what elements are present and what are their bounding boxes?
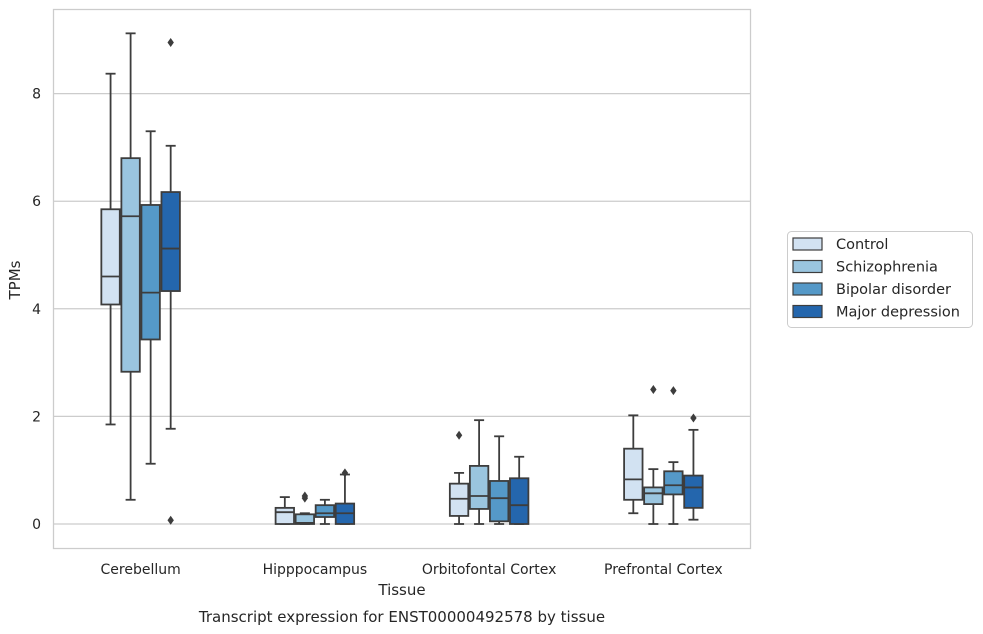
legend-swatch <box>792 282 823 296</box>
legend: Control Schizophrenia Bipolar disorder Majo… <box>787 231 973 328</box>
box-1-1 <box>100 72 121 426</box>
iqr-box <box>683 474 704 509</box>
box-4-2 <box>334 468 356 525</box>
legend-swatch <box>792 237 823 251</box>
y-tick-label: 6 <box>32 194 41 210</box>
iqr-box <box>643 486 664 505</box>
outlier-point <box>341 468 349 478</box>
legend-label: Major depression <box>836 305 960 321</box>
y-tick-label: 8 <box>32 87 41 103</box>
x-axis-label: Tissue <box>377 581 425 599</box>
iqr-box <box>623 447 644 501</box>
iqr-box <box>489 480 510 523</box>
outlier-point <box>670 386 677 396</box>
x-tick-label: Hipppocampus <box>263 562 368 578</box>
outlier-point <box>167 37 174 47</box>
x-tick-label: Prefrontal Cortex <box>604 562 723 578</box>
box-2-2 <box>294 491 315 525</box>
x-tick-labels: Cerebellum Hipppocampus Orbitofontal Corte… <box>101 562 723 578</box>
box-2-1 <box>120 32 141 501</box>
outlier-point <box>650 385 657 394</box>
iqr-box <box>468 464 490 510</box>
iqr-box <box>663 470 684 496</box>
iqr-box <box>120 157 141 373</box>
box-2-3 <box>468 419 490 525</box>
x-tick-label: Orbitofontal Cortex <box>422 562 557 578</box>
box-3-1 <box>140 130 161 465</box>
box-3-3 <box>489 435 510 525</box>
legend-swatch <box>792 304 823 319</box>
iqr-box <box>314 504 336 518</box>
legend-label: Control <box>836 237 888 253</box>
y-tick-label: 2 <box>32 409 41 425</box>
box-4-3 <box>509 455 530 525</box>
legend-label: Schizophrenia <box>836 260 938 276</box>
outlier-point <box>167 515 174 525</box>
box-3-4 <box>663 386 684 525</box>
box-1-2 <box>274 496 295 525</box>
box-4-4 <box>683 413 704 521</box>
iqr-box <box>160 191 181 292</box>
legend-label: Bipolar disorder <box>836 282 951 298</box>
iqr-box <box>140 204 161 341</box>
box-layer <box>100 32 704 525</box>
iqr-box <box>100 208 121 306</box>
y-axis-label: TPMs <box>6 260 24 300</box>
box-3-2 <box>314 498 336 525</box>
iqr-box <box>274 506 295 525</box>
iqr-box <box>509 477 530 525</box>
outlier-point <box>690 413 697 423</box>
iqr-box <box>294 513 315 525</box>
chart-caption: Transcript expression for ENST0000049257… <box>198 608 605 626</box>
y-tick-label: 0 <box>32 517 41 533</box>
iqr-box <box>448 482 470 517</box>
legend-swatch <box>792 259 823 274</box>
y-tick-label: 4 <box>32 302 41 318</box>
outlier-point <box>301 491 309 501</box>
box-2-4 <box>643 385 664 525</box>
box-1-3 <box>448 430 470 525</box>
x-tick-label: Cerebellum <box>101 562 181 578</box>
legend-entries: Control Schizophrenia Bipolar disorder Majo… <box>792 237 960 321</box>
y-tick-labels: 0 2 4 6 8 <box>32 87 41 533</box>
box-4-1 <box>160 37 181 525</box>
plot-frame <box>52 8 752 550</box>
box-1-4 <box>623 414 644 515</box>
legend-frame <box>787 231 973 328</box>
outlier-point <box>455 430 463 440</box>
